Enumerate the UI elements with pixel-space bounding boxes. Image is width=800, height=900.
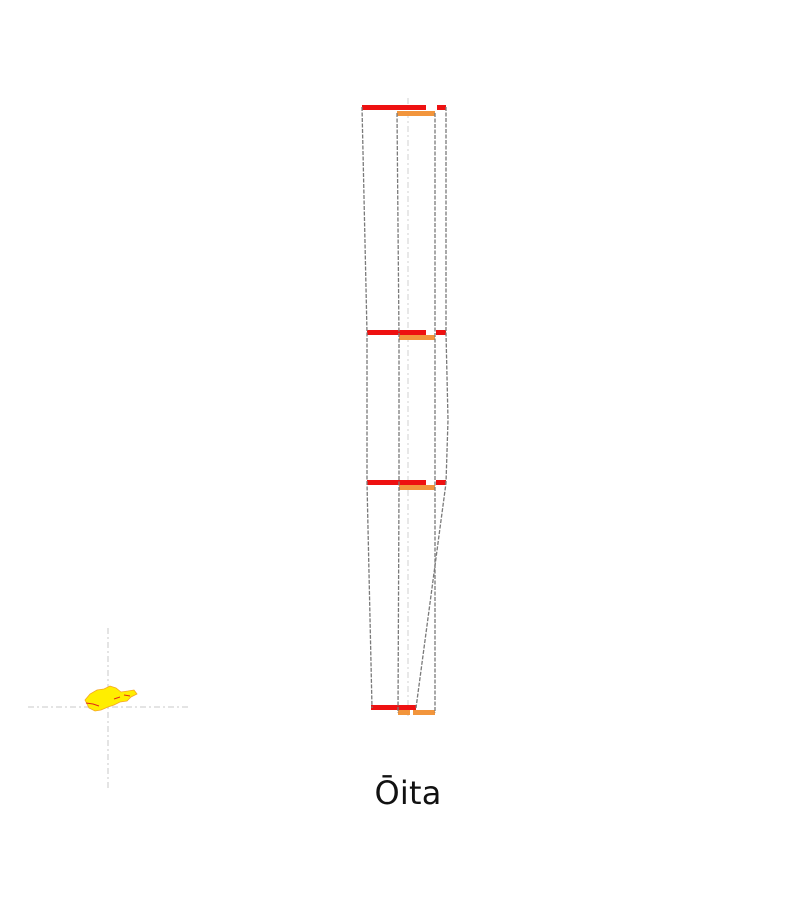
tier-4 xyxy=(371,705,435,715)
tier-1-primary-bar-right xyxy=(437,105,446,110)
tier-4-secondary-bar-left xyxy=(398,710,410,715)
tier-1-primary-bar xyxy=(362,105,426,110)
primary-outline-right xyxy=(415,107,449,709)
figure-title: Ōita xyxy=(374,774,442,812)
tier-3 xyxy=(367,480,446,490)
primary-outline-left xyxy=(361,106,373,709)
tier-1 xyxy=(362,105,446,116)
locator-shape xyxy=(84,685,138,712)
prefecture-locator-icon xyxy=(28,628,188,788)
tier-3-secondary-bar xyxy=(399,485,435,490)
tier-2-secondary-bar xyxy=(399,335,435,340)
locator-detail xyxy=(85,694,131,707)
tier-4-secondary-bar xyxy=(413,710,435,715)
tier-1-secondary-bar xyxy=(397,111,435,116)
tier-2 xyxy=(367,330,446,340)
tier-4-primary-bar xyxy=(371,705,416,710)
tier-3-primary-bar xyxy=(367,480,426,485)
secondary-outline-left xyxy=(396,112,400,714)
tier-2-primary-bar-right xyxy=(436,330,446,335)
tier-3-primary-bar-right xyxy=(436,480,446,485)
tier-2-primary-bar xyxy=(367,330,426,335)
